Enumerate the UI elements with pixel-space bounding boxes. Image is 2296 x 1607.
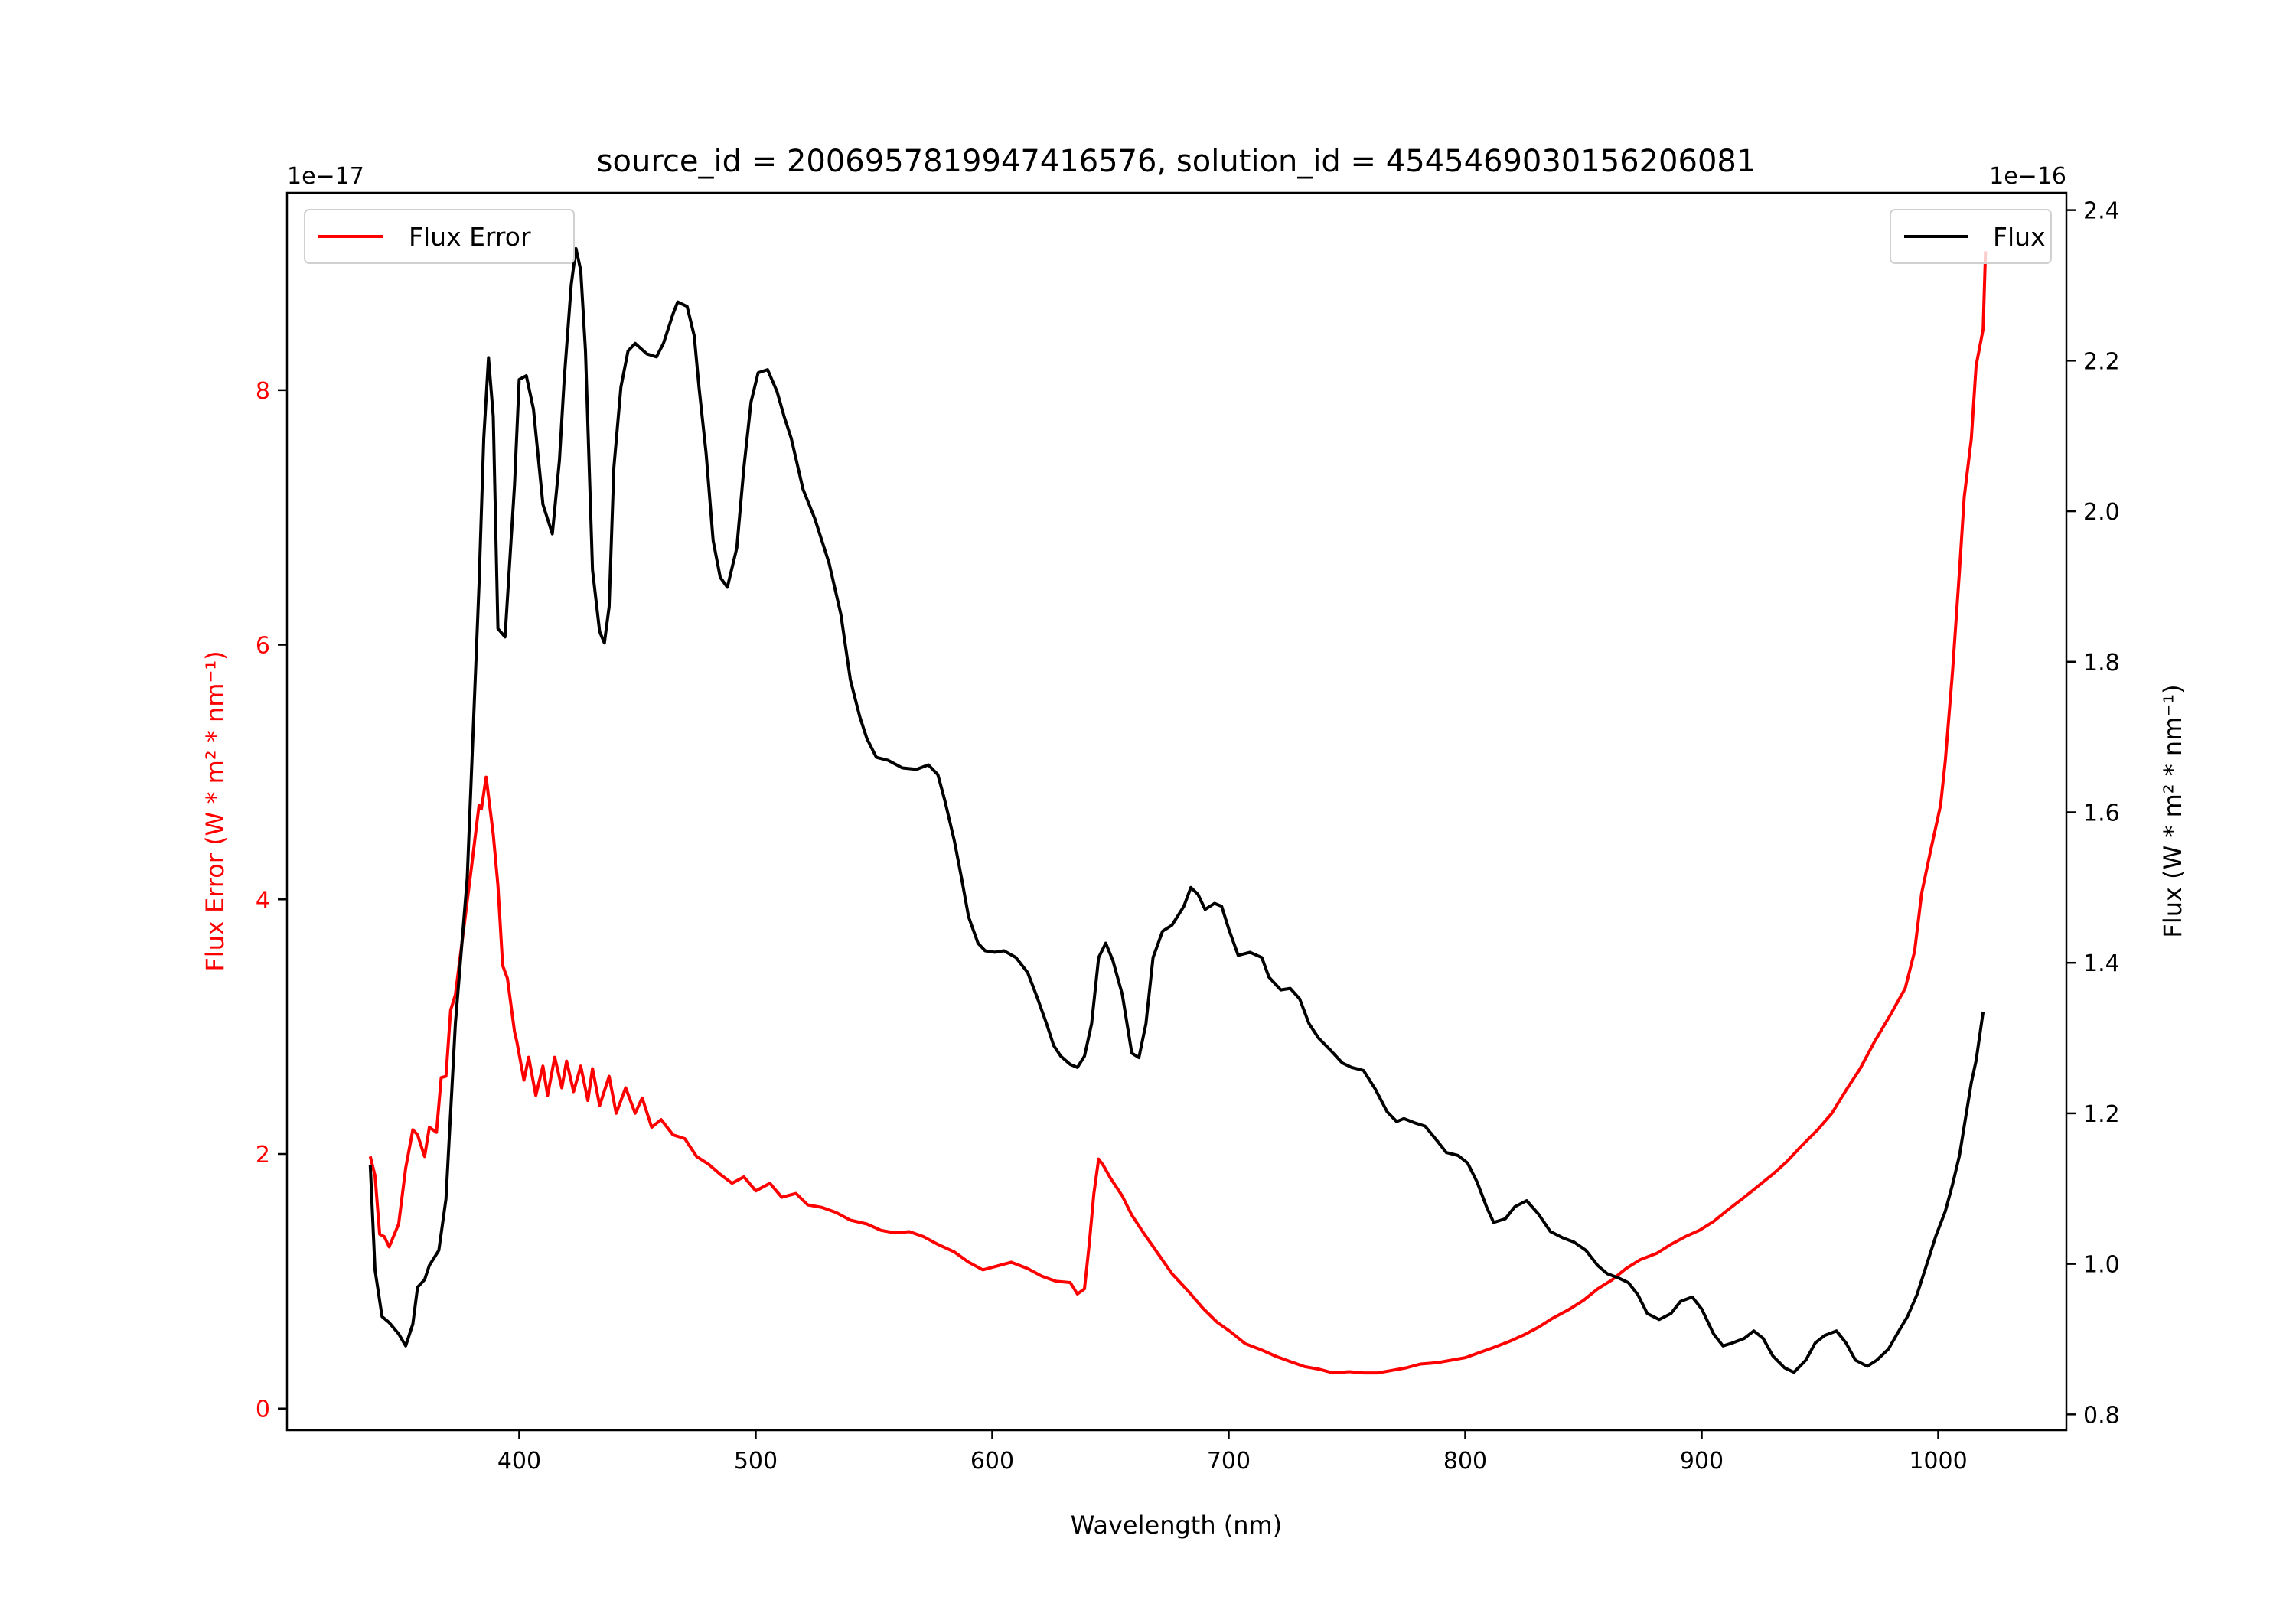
x-tick-label: 1000 xyxy=(1909,1448,1967,1475)
legend-flux: Flux xyxy=(1890,209,2052,264)
axes-frame xyxy=(285,191,2068,1432)
right-offset-text: 1e−16 xyxy=(1989,163,2066,190)
right-y-tick-label: 1.8 xyxy=(2083,650,2120,676)
x-tick-label: 800 xyxy=(1443,1448,1487,1475)
flux-line xyxy=(368,246,1985,1374)
x-tick-label: 700 xyxy=(1207,1448,1251,1475)
right-y-axis-label: Flux (W * m² * nm⁻¹) xyxy=(2158,684,2187,937)
left-y-tick-label: 2 xyxy=(256,1142,270,1169)
x-tick-label: 600 xyxy=(970,1448,1014,1475)
x-tick-label: 400 xyxy=(497,1448,541,1475)
right-y-tick-label: 1.6 xyxy=(2083,800,2120,826)
x-tick-label: 500 xyxy=(734,1448,778,1475)
left-y-tick-label: 4 xyxy=(256,887,270,914)
axis-ticks: 400 500 600 700 800 900 1000 0 2 4 6 8 0.8 1.0 1.2 1.4 1… xyxy=(256,198,2120,1475)
right-y-tick-label: 1.0 xyxy=(2083,1252,2120,1279)
left-y-tick-label: 0 xyxy=(256,1397,270,1423)
x-axis-label: Wavelength (nm) xyxy=(1071,1511,1282,1540)
right-y-tick-label: 0.8 xyxy=(2083,1402,2120,1429)
right-y-tick-label: 1.2 xyxy=(2083,1101,2120,1128)
right-y-tick-label: 1.4 xyxy=(2083,950,2120,977)
left-offset-text: 1e−17 xyxy=(287,163,364,190)
legend-flux-label: Flux xyxy=(1993,222,2046,252)
right-y-tick-label: 2.0 xyxy=(2083,499,2120,526)
left-y-tick-label: 6 xyxy=(256,633,270,660)
right-y-tick-label: 2.4 xyxy=(2083,198,2120,225)
chart-title: source_id = 2006957819947416576, solutio… xyxy=(597,144,1756,179)
x-tick-label: 900 xyxy=(1680,1448,1724,1475)
left-y-tick-label: 8 xyxy=(256,378,270,405)
legend-flux-error-label: Flux Error xyxy=(409,222,531,252)
left-y-axis-label: Flux Error (W * m² * nm⁻¹) xyxy=(201,650,230,971)
flux-error-line xyxy=(368,251,1988,1375)
right-y-tick-label: 2.2 xyxy=(2083,348,2120,375)
legend-flux-error: Flux Error xyxy=(304,209,575,264)
plot-area xyxy=(368,246,1988,1375)
